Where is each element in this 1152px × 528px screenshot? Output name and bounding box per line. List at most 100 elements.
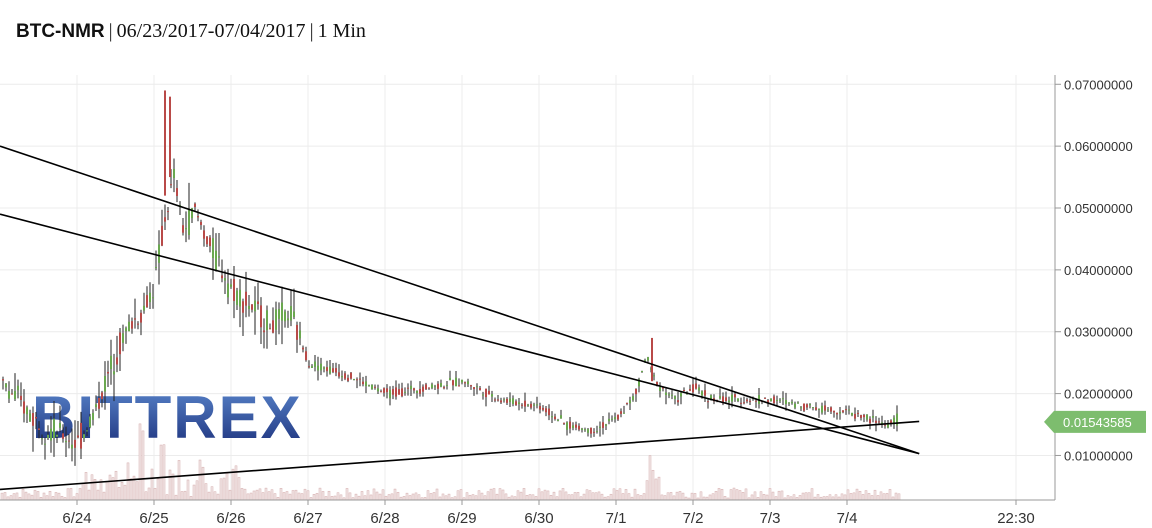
volume-bar <box>606 496 610 501</box>
volume-bar <box>414 492 418 501</box>
candle-up <box>851 412 853 416</box>
candle-down <box>452 380 454 386</box>
volume-bar <box>366 490 370 501</box>
candle-down <box>635 388 637 395</box>
candle-up <box>614 417 616 420</box>
candle-up <box>59 423 61 428</box>
volume-bar <box>3 492 7 501</box>
candle-down <box>374 386 376 388</box>
volume-bar <box>390 493 394 501</box>
candle-down <box>803 403 805 411</box>
volume-bar <box>357 495 361 501</box>
volume-bar <box>774 496 778 501</box>
candle-down <box>764 397 766 399</box>
candle-down <box>494 399 496 401</box>
candle-down <box>251 304 253 310</box>
candle-down <box>749 400 751 402</box>
current-price-value: 0.01543585 <box>1063 415 1132 430</box>
volume-bar <box>261 492 265 501</box>
volume-bar <box>105 481 109 501</box>
volume-bar <box>849 493 853 501</box>
volume-bar <box>222 477 226 501</box>
candle-down <box>401 388 403 397</box>
candle-down <box>392 389 394 395</box>
candle-down <box>497 399 499 401</box>
candle-down <box>677 400 679 403</box>
volume-bar <box>537 488 541 501</box>
candle-down <box>200 221 202 225</box>
volume-bar <box>801 492 805 501</box>
candle-up <box>122 333 124 343</box>
x-tick-label: 6/26 <box>216 510 245 527</box>
candle-up <box>44 443 46 445</box>
candle-down <box>68 440 70 442</box>
candle-up <box>605 424 607 426</box>
candle-up <box>461 379 463 383</box>
volume-bar <box>189 496 193 501</box>
volume-bar <box>381 489 385 501</box>
volume-bar <box>621 493 625 501</box>
candle-down <box>425 384 427 390</box>
y-tick-label: 0.05000000 <box>1064 201 1133 216</box>
candle-up <box>47 434 49 439</box>
candle-up <box>254 300 256 312</box>
candle-up <box>50 428 52 441</box>
volume-bar <box>567 494 571 501</box>
volume-bar <box>255 489 259 501</box>
candle-up <box>839 411 841 414</box>
candle-down <box>755 400 757 402</box>
volume-bar <box>75 493 79 501</box>
candle-up <box>848 409 850 411</box>
current-price-tag: 0.01543585 <box>1044 410 1146 433</box>
candle-down <box>458 385 460 387</box>
candle-up <box>371 384 373 390</box>
candle-down <box>146 295 148 308</box>
candle-up <box>434 386 436 388</box>
volume-bar <box>162 444 166 501</box>
candle-down <box>689 389 691 391</box>
candle-down <box>308 366 310 368</box>
x-tick-label: 22:30 <box>997 510 1035 527</box>
candle-up <box>467 381 469 385</box>
candle-down <box>383 388 385 393</box>
candle-down <box>620 411 622 414</box>
volume-bar <box>738 490 742 501</box>
candle-up <box>512 398 514 405</box>
candle-up <box>665 392 667 395</box>
volume-bar <box>717 488 721 501</box>
trendline <box>0 420 920 491</box>
volume-bar <box>582 493 586 501</box>
volume-bar <box>444 495 448 501</box>
candle-up <box>779 399 781 401</box>
volume-bar <box>588 490 592 501</box>
volume-bar <box>210 486 214 501</box>
candle-up <box>491 394 493 397</box>
volume-bar <box>216 493 220 501</box>
volume-bar <box>153 487 157 501</box>
volume-bar <box>372 488 376 501</box>
volume-bar <box>87 489 91 501</box>
candle-up <box>770 398 772 402</box>
candle-up <box>128 321 130 332</box>
candle-up <box>410 385 412 390</box>
trendline <box>0 213 920 455</box>
volume-bar <box>117 487 121 501</box>
volume-bar <box>306 490 310 501</box>
volume-bar <box>864 490 868 501</box>
candle-down <box>854 413 856 419</box>
volume-bar <box>690 492 694 501</box>
candle-down <box>350 372 352 379</box>
volume-bar <box>330 496 334 501</box>
candle-down <box>830 407 832 412</box>
volume-bar <box>171 473 175 501</box>
volume-bar <box>474 495 478 501</box>
volume-bar <box>396 492 400 501</box>
candle-down <box>209 237 211 247</box>
candle-up <box>14 391 16 400</box>
volume-bar <box>597 491 601 501</box>
candle-down <box>743 402 745 404</box>
volume-bar <box>321 491 325 501</box>
candle-down <box>161 225 163 246</box>
candle-down <box>428 387 430 389</box>
